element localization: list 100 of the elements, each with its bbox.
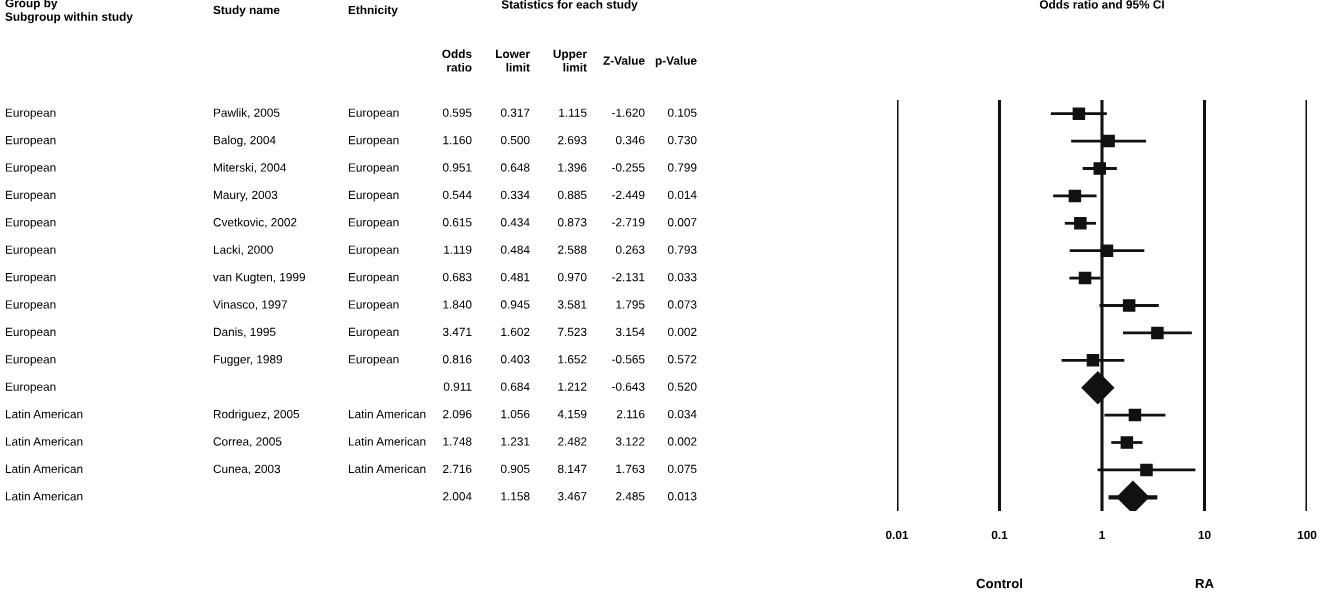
text: Maury, 2003 — [213, 190, 278, 202]
text: 0.595 — [442, 108, 472, 117]
text: 0.816 — [442, 355, 472, 364]
text: 2.588 — [558, 245, 587, 254]
text: European — [348, 273, 399, 284]
text: Rodriguez, 2005 — [213, 409, 300, 421]
text: Danis, 1995 — [213, 327, 276, 338]
x-tick-label: 10 — [1198, 530, 1211, 540]
text: European — [348, 108, 399, 120]
text: 0.346 — [615, 135, 645, 145]
text: 0.317 — [500, 108, 530, 117]
text: European — [348, 136, 399, 147]
text: 2.004 — [443, 492, 472, 501]
text: European — [348, 327, 399, 339]
x-tick-label: 0.01 — [885, 530, 909, 540]
text: European — [5, 163, 56, 174]
text: 4.159 — [557, 409, 587, 419]
text: Cvetkovic, 2002 — [213, 217, 297, 228]
text: 0.911 — [443, 382, 472, 391]
text: 1.763 — [616, 464, 645, 474]
text: 1.212 — [558, 382, 587, 391]
text: 0.683 — [442, 272, 472, 282]
text: 0.481 — [500, 272, 530, 282]
text: 3.581 — [557, 300, 587, 309]
text: European — [348, 190, 399, 202]
text: Pawlik, 2005 — [213, 108, 280, 119]
text: European — [5, 382, 56, 394]
text: 0.484 — [500, 245, 530, 254]
text: 0.885 — [557, 190, 587, 200]
text: 0.799 — [667, 163, 697, 172]
text: Latin American — [348, 409, 426, 419]
text: 1.748 — [443, 437, 472, 446]
text: 0.951 — [442, 163, 472, 172]
text: 1.056 — [501, 409, 530, 419]
text: 3.122 — [615, 437, 645, 446]
category-label: Odds ratio — [442, 49, 472, 72]
text: 0.945 — [500, 300, 530, 309]
text: 1.115 — [559, 108, 587, 117]
x-tick-label: 0.1 — [991, 530, 1008, 540]
text: 1.795 — [616, 300, 645, 309]
category-label: Upper limit — [553, 49, 587, 72]
text: 7.523 — [558, 327, 587, 337]
text: 0.905 — [500, 464, 530, 474]
text: 2.693 — [558, 135, 587, 145]
text: 3.467 — [557, 492, 587, 501]
text: 2.716 — [443, 464, 472, 474]
text: 0.684 — [500, 382, 530, 391]
text: -0.643 — [612, 382, 645, 391]
text: European — [5, 218, 56, 229]
text: 0.544 — [442, 190, 472, 200]
text: European — [5, 245, 56, 257]
text: 1.119 — [444, 245, 472, 254]
text: 1.231 — [501, 437, 530, 446]
text: Control — [976, 578, 1023, 589]
text: Balog, 2004 — [213, 135, 276, 147]
text: 2.482 — [558, 437, 587, 446]
text: 3.471 — [442, 327, 472, 337]
text: European — [5, 273, 56, 284]
text: Latin American — [348, 464, 426, 474]
text: 1.840 — [443, 300, 472, 309]
text: Statistics for each study — [501, 0, 638, 11]
category-label: Ethnicity — [348, 5, 398, 17]
text: 8.147 — [557, 464, 587, 474]
text: 0.034 — [667, 409, 697, 419]
text: RA — [1195, 578, 1214, 589]
text: 0.434 — [500, 218, 530, 227]
text: 0.615 — [442, 218, 472, 227]
text: -2.131 — [612, 272, 645, 282]
category-label: Lower limit — [496, 49, 530, 72]
text: 0.403 — [500, 355, 530, 364]
text: European — [5, 327, 56, 339]
text: European — [348, 245, 399, 257]
text: 1.602 — [501, 327, 530, 337]
text: 1.160 — [443, 135, 472, 145]
text: 0.014 — [667, 190, 697, 200]
text: European — [348, 355, 399, 366]
text: European — [5, 136, 56, 147]
text: 0.002 — [667, 437, 697, 446]
text: 0.105 — [667, 108, 697, 117]
text: Latin American — [5, 409, 83, 419]
text: 0.263 — [615, 245, 645, 254]
text: -2.449 — [612, 190, 645, 200]
text: van Kugten, 1999 — [213, 272, 305, 284]
text: European — [348, 300, 399, 311]
text: 0.572 — [667, 355, 697, 364]
text: Vinasco, 1997 — [213, 300, 288, 311]
text: 0.002 — [667, 327, 697, 337]
text: Miterski, 2004 — [213, 163, 287, 174]
text: 0.073 — [667, 300, 697, 309]
text: -0.255 — [612, 163, 645, 172]
text: 0.013 — [667, 492, 697, 501]
x-tick-label: 100 — [1297, 530, 1317, 540]
text: European — [5, 355, 56, 366]
text: Correa, 2005 — [213, 437, 282, 448]
text: 1.396 — [558, 163, 587, 172]
text: European — [5, 300, 56, 311]
x-tick-label: 1 — [1099, 530, 1105, 539]
text: -2.719 — [612, 218, 645, 227]
text: 0.075 — [667, 464, 697, 474]
text: Cunea, 2003 — [213, 464, 281, 475]
